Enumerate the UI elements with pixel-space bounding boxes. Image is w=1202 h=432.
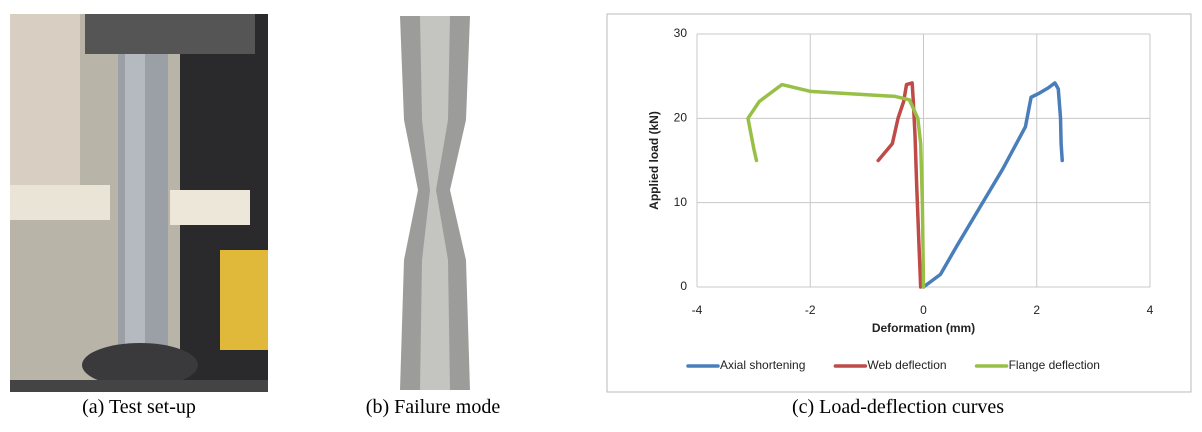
- y-tick-label: 0: [680, 279, 687, 293]
- photo-failure-mode: [383, 14, 483, 392]
- x-tick-label: -4: [692, 303, 703, 317]
- y-tick-label: 30: [674, 26, 688, 40]
- x-tick-label: 2: [1033, 303, 1040, 317]
- chart: 0 10 20 30 -4 -2 0 2 4 Deformation (mm) Applied lo…: [647, 26, 1153, 372]
- y-axis-label: Applied load (kN): [647, 111, 661, 210]
- x-tick-label: -2: [805, 303, 816, 317]
- legend-label: Web deflection: [867, 358, 946, 372]
- legend-label: Axial shortening: [720, 358, 805, 372]
- legend-label: Flange deflection: [1009, 358, 1100, 372]
- x-tick-label: 0: [920, 303, 927, 317]
- photo-test-setup: [10, 14, 268, 392]
- caption: (b) Failure mode: [365, 396, 501, 418]
- series-line: [921, 81, 1064, 289]
- caption: (a) Test set-up: [82, 396, 196, 418]
- y-tick-label: 20: [674, 111, 688, 125]
- y-tick-label: 10: [674, 195, 688, 209]
- caption: (c) Load-deflection curves: [791, 396, 1005, 418]
- x-axis-label: Deformation (mm): [872, 321, 975, 335]
- x-tick-label: 4: [1147, 303, 1154, 317]
- series-line: [746, 82, 926, 289]
- series-line: [876, 81, 923, 289]
